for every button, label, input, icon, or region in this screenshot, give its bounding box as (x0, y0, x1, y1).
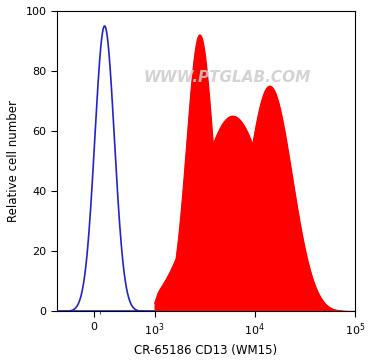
Text: WWW.PTGLAB.COM: WWW.PTGLAB.COM (143, 70, 310, 84)
Y-axis label: Relative cell number: Relative cell number (7, 100, 20, 222)
X-axis label: CR-65186 CD13 (WM15): CR-65186 CD13 (WM15) (134, 344, 278, 357)
